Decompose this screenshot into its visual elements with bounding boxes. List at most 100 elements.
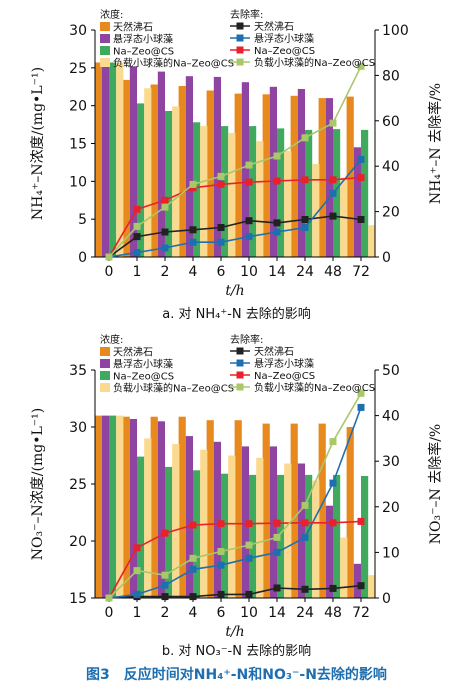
left-tick-label: 30 [69, 23, 87, 39]
marker-a-s1-24 [301, 224, 309, 231]
bar-a-s3-1 [144, 88, 152, 257]
marker-a-s0-48 [329, 212, 337, 220]
left-axis-title: NO₃⁻–N浓度/(mg•L⁻¹) [30, 408, 46, 560]
bar-a-s2-2 [165, 111, 173, 257]
subcaption-b: b. 对 NO₃⁻-N 去除的影响 [161, 644, 312, 659]
legend-line-label: 悬浮态小球藻 [254, 32, 314, 45]
bar-a-s0-1 [122, 79, 130, 258]
bar-b-s0-48 [318, 423, 326, 598]
legend-line-marker [236, 34, 244, 42]
marker-b-s2-10 [245, 520, 253, 528]
x-tick-label: 10 [240, 605, 258, 621]
bar-a-s3-72 [368, 225, 376, 257]
legend-bar-swatch [100, 22, 110, 31]
bar-a-s2-14 [277, 128, 285, 257]
marker-b-s3-72 [357, 389, 365, 397]
marker-b-s2-72 [357, 517, 365, 525]
marker-b-s3-48 [329, 438, 337, 446]
bar-a-s1-24 [297, 89, 305, 257]
bar-b-s2-14 [277, 474, 285, 598]
marker-b-s2-14 [273, 519, 281, 527]
marker-a-s3-4 [189, 180, 197, 188]
bar-a-s3-6 [228, 132, 236, 257]
bar-a-s0-0 [94, 62, 102, 257]
x-tick-label: 6 [217, 264, 226, 280]
bar-b-s0-72 [346, 427, 354, 598]
bar-b-s3-14 [284, 463, 292, 598]
bar-b-s0-4 [178, 416, 186, 598]
legend-line-marker [236, 371, 244, 379]
bar-a-s2-6 [221, 126, 229, 257]
marker-b-s0-48 [329, 584, 337, 592]
legend-line-label: Na–Zeo@CS [254, 371, 315, 382]
legend-line-marker [236, 22, 244, 30]
x-tick-label: 1 [133, 605, 142, 621]
x-tick-label: 48 [324, 264, 342, 280]
left-axis-title: NH₄⁺–N浓度/(mg•L⁻¹) [30, 67, 46, 220]
legend-bar-swatch [100, 46, 110, 55]
bar-a-s0-72 [346, 96, 354, 257]
bar-a-s2-72 [361, 129, 369, 257]
x-tick-label: 24 [296, 264, 314, 280]
bar-a-s0-4 [178, 86, 186, 257]
legend-line-marker [236, 347, 244, 355]
legend-line-label: 天然沸石 [254, 20, 294, 33]
bar-b-s1-0 [101, 415, 109, 598]
bar-b-s1-2 [157, 421, 165, 598]
x-tick-label: 0 [105, 264, 114, 280]
bar-b-s0-6 [206, 420, 214, 598]
marker-a-s3-2 [161, 203, 169, 211]
marker-a-s0-4 [189, 226, 197, 234]
legend-bar-swatch [100, 383, 110, 392]
bar-a-s1-0 [101, 62, 109, 257]
marker-a-s0-6 [217, 224, 225, 231]
marker-b-s1-10 [245, 554, 253, 562]
marker-a-s0-24 [301, 216, 309, 223]
line-a-s3 [108, 65, 362, 258]
bar-b-s0-14 [262, 423, 270, 598]
legend-title-concentration: 浓度: [100, 333, 123, 346]
bar-a-s2-10 [249, 126, 257, 257]
line-a-s2 [108, 176, 362, 258]
bar-a-s0-48 [318, 98, 326, 257]
marker-a-s0-2 [161, 228, 169, 236]
marker-a-s3-0 [105, 253, 113, 261]
legend-bar-label: Na–Zeo@CS [113, 372, 174, 383]
marker-b-s2-4 [189, 521, 197, 529]
line-b-s1 [108, 407, 362, 599]
bar-b-s2-10 [249, 474, 257, 598]
bar-a-s3-2 [172, 106, 180, 258]
bar-a-s2-4 [193, 122, 201, 257]
marker-b-s2-48 [329, 519, 337, 527]
legend-line-marker [236, 58, 244, 66]
marker-a-s2-2 [161, 196, 169, 204]
legend-line-label: 负载小球藻的Na–Zeo@CS [254, 56, 375, 69]
marker-a-s1-4 [189, 238, 197, 246]
x-tick-label: 2 [161, 605, 170, 621]
marker-a-s1-14 [273, 228, 281, 236]
right-tick-label: 100 [382, 23, 409, 39]
marker-a-s1-72 [357, 155, 365, 163]
legend-line-label: 天然沸石 [254, 345, 294, 358]
bar-a-s3-0 [116, 62, 124, 257]
marker-a-s3-10 [245, 161, 253, 169]
bar-b-s0-1 [122, 416, 130, 598]
x-tick-label: 0 [105, 605, 114, 621]
legend-bar-label: 负载小球藻的Na–Zeo@CS [113, 382, 234, 395]
bar-b-s2-24 [305, 474, 313, 598]
left-tick-label: 20 [69, 99, 87, 115]
right-tick-label: 0 [382, 591, 391, 607]
marker-b-s3-2 [161, 571, 169, 579]
x-tick-label: 24 [296, 605, 314, 621]
marker-b-s3-14 [273, 533, 281, 541]
legend-title-concentration: 浓度: [100, 8, 123, 21]
marker-a-s0-14 [273, 219, 281, 227]
marker-b-s1-72 [357, 403, 365, 411]
bar-a-s0-10 [234, 93, 242, 257]
bar-a-s1-4 [185, 76, 193, 257]
marker-a-s3-1 [133, 222, 141, 230]
bar-a-s1-10 [241, 82, 249, 257]
marker-b-s0-2 [161, 593, 169, 601]
left-tick-label: 10 [69, 174, 87, 190]
